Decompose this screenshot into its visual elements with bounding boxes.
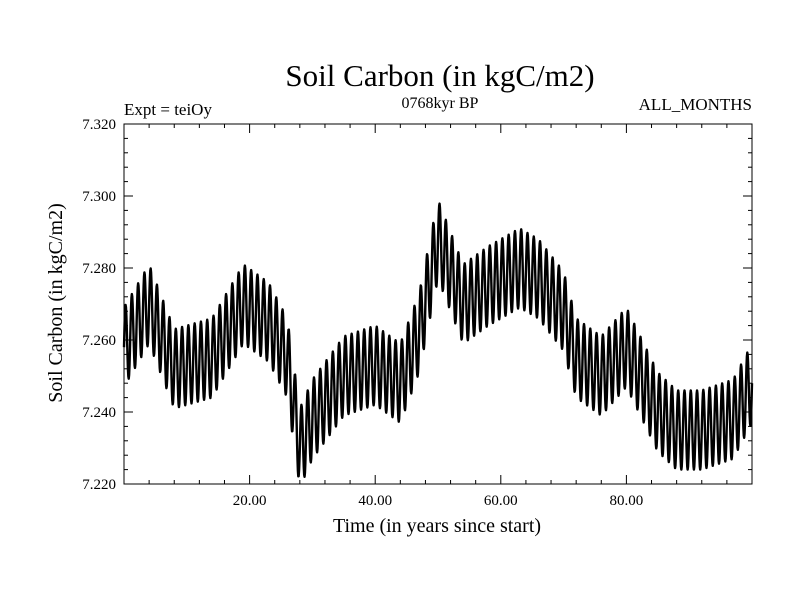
y-tick-label: 7.260 [82, 333, 116, 349]
x-axis-label: Time (in years since start) [333, 515, 541, 537]
soil-carbon-series-line [122, 202, 754, 478]
y-tick-label: 7.240 [82, 405, 116, 421]
y-tick-label: 7.320 [82, 117, 116, 133]
period-label: ALL_MONTHS [639, 95, 752, 114]
plot-frame [123, 123, 753, 485]
y-tick-label: 7.220 [82, 477, 116, 493]
x-tick-label: 60.00 [484, 493, 518, 509]
chart-title: Soil Carbon (in kgC/m2) [285, 58, 594, 93]
y-tick-label: 7.300 [82, 189, 116, 205]
x-tick-label: 20.00 [233, 493, 267, 509]
y-axis-label: Soil Carbon (in kgC/m2) [45, 203, 67, 402]
x-tick-label: 80.00 [610, 493, 644, 509]
y-tick-label: 7.280 [82, 261, 116, 277]
experiment-label: Expt = teiOy [124, 100, 212, 119]
x-tick-label: 40.00 [358, 493, 392, 509]
plot-area: 20.00 40.00 60.00 80.00 7.220 7.240 7.260 7.280… [82, 117, 754, 509]
chart-subtitle: 0768kyr BP [402, 95, 479, 112]
